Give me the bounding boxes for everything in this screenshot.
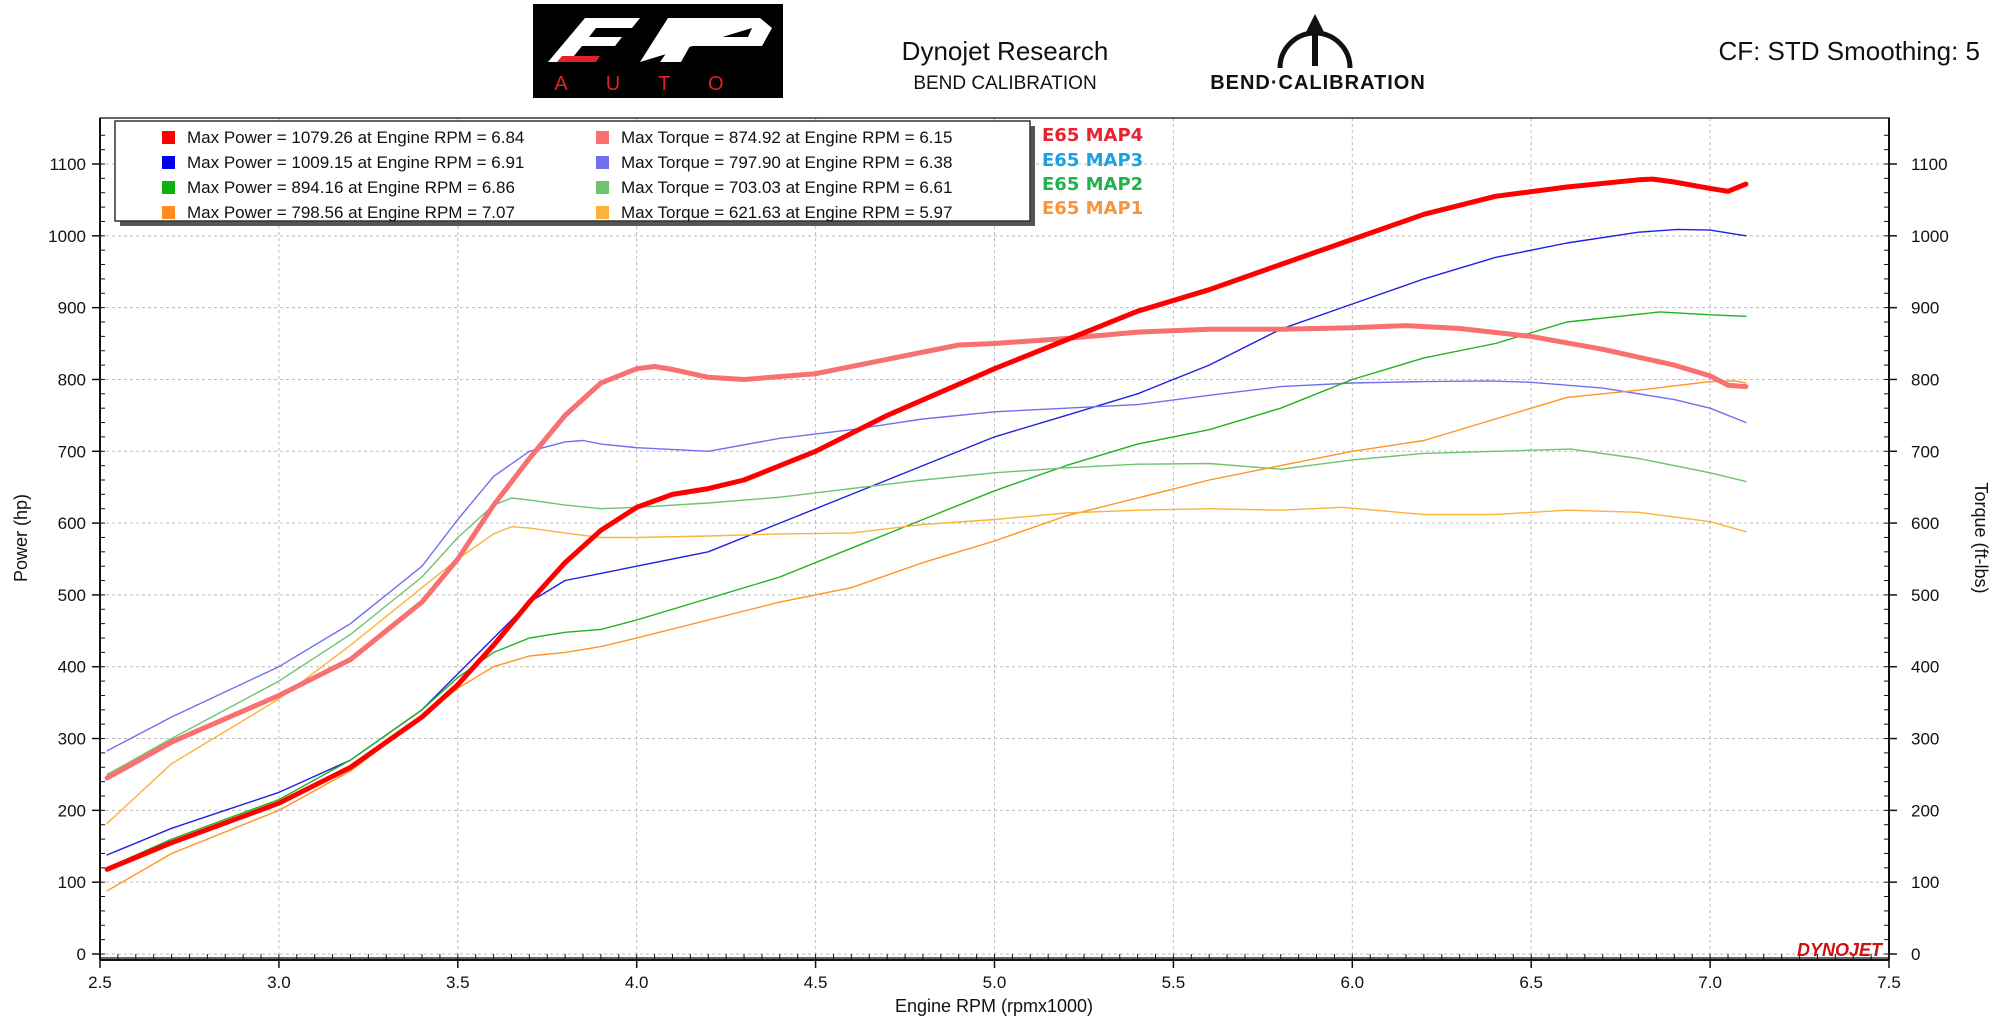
legend-swatch <box>596 181 609 194</box>
legend-swatch <box>596 206 609 219</box>
map-label: E65 MAP4 <box>1042 125 1143 146</box>
axis-ticks: 2.5 3.0 3.5 4.0 4.5 5.0 5.5 6.0 6.5 7.0 7.5 0 0 100 10… <box>48 134 1949 992</box>
y-tick-label-right: 900 <box>1911 299 1939 318</box>
x-tick-label: 5.5 <box>1162 973 1186 992</box>
legend-entry: Max Torque = 703.03 at Engine RPM = 6.61 <box>621 178 952 197</box>
chart-subtitle: BEND CALIBRATION <box>913 73 1096 94</box>
x-tick-label: 5.0 <box>983 973 1007 992</box>
legend-entry: Max Power = 1009.15 at Engine RPM = 6.91 <box>187 153 524 172</box>
x-tick-label: 7.0 <box>1698 973 1722 992</box>
legend-box <box>114 120 1031 222</box>
grid <box>100 118 1889 960</box>
legend-swatch <box>162 156 175 169</box>
series-line-e65-map3-torque <box>106 380 1747 752</box>
logo-arrow-icon <box>1305 14 1325 66</box>
y-tick-label-right: 500 <box>1911 586 1939 605</box>
y-tick-label: 0 <box>77 945 86 964</box>
legend-swatch <box>162 131 175 144</box>
x-tick-label: 3.5 <box>446 973 470 992</box>
y-tick-label: 100 <box>58 873 86 892</box>
series-line-e65-map1-power <box>106 380 1747 892</box>
y-tick-label: 800 <box>58 370 86 389</box>
map-label: E65 MAP2 <box>1042 174 1143 195</box>
y-tick-label-right: 700 <box>1911 442 1939 461</box>
legend-swatch <box>596 156 609 169</box>
y-tick-label: 500 <box>58 586 86 605</box>
y-axis-right-title: Torque (ft-lbs) <box>1971 482 1991 593</box>
y-tick-label-right: 100 <box>1911 873 1939 892</box>
x-tick-label: 7.5 <box>1877 973 1901 992</box>
x-tick-label: 4.0 <box>625 973 649 992</box>
y-tick-label-right: 300 <box>1911 730 1939 749</box>
legend-entry: Max Torque = 621.63 at Engine RPM = 5.97 <box>621 203 952 222</box>
y-axis-title: Power (hp) <box>11 494 31 582</box>
y-tick-label: 1100 <box>49 155 86 174</box>
x-tick-label: 2.5 <box>88 973 112 992</box>
y-tick-label-right: 1000 <box>1911 227 1949 246</box>
series-line-e65-map4-power <box>104 176 1749 872</box>
y-tick-label: 1000 <box>48 227 86 246</box>
x-axis-title: Engine RPM (rpmx1000) <box>895 996 1093 1016</box>
legend-entry: Max Power = 894.16 at Engine RPM = 6.86 <box>187 178 515 197</box>
legend-swatch <box>596 131 609 144</box>
x-tick-label: 3.0 <box>267 973 291 992</box>
dynojet-watermark: DYNOJET <box>1797 940 1884 960</box>
y-tick-label: 700 <box>58 442 86 461</box>
x-tick-label: 6.5 <box>1519 973 1543 992</box>
logo-p-shape <box>640 18 772 62</box>
y-tick-label: 200 <box>58 801 86 820</box>
legend-swatch <box>162 181 175 194</box>
logo-right-text: BEND·CALIBRATION <box>1210 72 1426 94</box>
x-tick-label: 6.0 <box>1340 973 1364 992</box>
y-tick-label-right: 400 <box>1911 658 1939 677</box>
y-tick-label-right: 0 <box>1911 945 1920 964</box>
legend-entry: Max Power = 1079.26 at Engine RPM = 6.84 <box>187 128 524 147</box>
series-line-e65-map3-power <box>106 228 1747 856</box>
x-tick-label: 4.5 <box>804 973 828 992</box>
bend-calibration-logo: BEND·CALIBRATION <box>1210 14 1426 94</box>
logo-text: AUTO <box>554 73 761 95</box>
fp-auto-logo: AUTO <box>533 4 783 98</box>
settings-text: CF: STD Smoothing: 5 <box>1718 36 1980 66</box>
y-tick-label-right: 600 <box>1911 514 1939 533</box>
y-tick-label-right: 200 <box>1911 801 1939 820</box>
series-line-e65-map2-power <box>106 311 1747 869</box>
legend-entry: Max Torque = 797.90 at Engine RPM = 6.38 <box>621 153 952 172</box>
y-tick-label: 300 <box>58 730 86 749</box>
series-line-e65-map1-torque <box>106 506 1747 824</box>
legend-entry: Max Torque = 874.92 at Engine RPM = 6.15 <box>621 128 952 147</box>
series-line-e65-map2-torque <box>106 448 1747 776</box>
series-group <box>104 176 1749 892</box>
map-label: E65 MAP1 <box>1042 198 1143 219</box>
y-tick-label: 400 <box>58 658 86 677</box>
y-tick-label: 600 <box>58 514 86 533</box>
series-line-e65-map4-torque <box>104 323 1749 781</box>
y-tick-label: 900 <box>58 299 86 318</box>
legend: Max Power = 1079.26 at Engine RPM = 6.84… <box>114 120 1035 226</box>
logo-f-shape <box>548 18 640 62</box>
legend-swatch <box>162 206 175 219</box>
legend-entry: Max Power = 798.56 at Engine RPM = 7.07 <box>187 203 515 222</box>
y-tick-label-right: 800 <box>1911 370 1939 389</box>
map-labels: E65 MAP4 E65 MAP3 E65 MAP2 E65 MAP1 <box>1042 125 1143 219</box>
map-label: E65 MAP3 <box>1042 150 1143 171</box>
logo-red-stripe <box>557 56 600 62</box>
y-tick-label-right: 1100 <box>1911 155 1948 174</box>
chart-title: Dynojet Research <box>902 36 1109 66</box>
